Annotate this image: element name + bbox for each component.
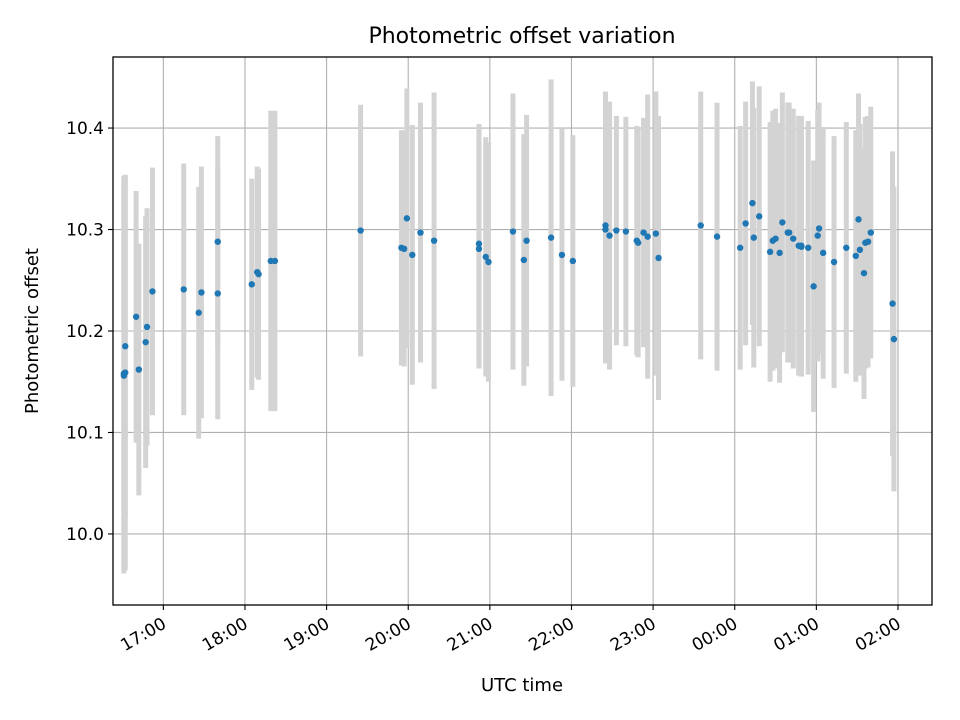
data-point xyxy=(613,227,620,234)
data-point xyxy=(198,289,205,296)
data-point xyxy=(523,237,530,244)
data-points xyxy=(120,199,898,379)
y-tick-label: 10.2 xyxy=(66,322,104,342)
data-point xyxy=(785,229,793,236)
data-point xyxy=(766,248,774,256)
data-point xyxy=(509,228,517,235)
data-point xyxy=(742,220,749,227)
data-point xyxy=(122,369,129,376)
data-point xyxy=(860,269,868,277)
data-point xyxy=(520,256,528,264)
data-point xyxy=(855,216,862,223)
y-tick-label: 10.4 xyxy=(66,119,104,139)
data-point xyxy=(143,323,151,331)
y-axis-ticks: 10.0 10.1 10.2 10.3 10.4 xyxy=(66,119,113,545)
data-point xyxy=(255,270,262,278)
y-tick-label: 10.0 xyxy=(66,525,104,545)
data-point xyxy=(804,244,812,251)
data-point xyxy=(798,243,805,250)
data-point xyxy=(776,249,783,257)
data-point xyxy=(843,244,850,251)
data-point xyxy=(819,249,827,257)
data-point xyxy=(569,257,577,265)
data-point xyxy=(697,222,704,229)
data-point xyxy=(482,253,489,261)
y-tick-label: 10.3 xyxy=(66,221,104,241)
data-point xyxy=(749,199,756,207)
data-point xyxy=(772,235,779,242)
data-point xyxy=(430,237,438,244)
data-point xyxy=(713,233,721,240)
data-point xyxy=(417,229,424,236)
data-point xyxy=(867,229,874,236)
data-point xyxy=(779,219,786,226)
data-point xyxy=(655,254,662,262)
data-point xyxy=(357,227,364,234)
data-point xyxy=(756,213,763,220)
data-point xyxy=(790,235,797,242)
data-point xyxy=(214,238,221,245)
data-point xyxy=(602,226,609,233)
data-point xyxy=(736,244,744,251)
data-point xyxy=(852,252,860,260)
data-point xyxy=(634,239,642,246)
data-point xyxy=(889,300,896,307)
data-point xyxy=(214,290,221,297)
data-point xyxy=(132,313,140,320)
data-point xyxy=(606,232,613,239)
data-point xyxy=(558,251,566,259)
data-point xyxy=(409,251,416,259)
data-point xyxy=(547,234,555,241)
data-point xyxy=(248,281,255,288)
data-point xyxy=(644,233,651,240)
data-point xyxy=(652,230,660,237)
data-point xyxy=(830,258,838,266)
data-point xyxy=(485,258,492,266)
data-point xyxy=(122,343,129,350)
data-point xyxy=(815,225,823,232)
data-point xyxy=(890,335,898,343)
data-point xyxy=(135,366,143,373)
x-axis-label: UTC time xyxy=(481,675,563,696)
data-point xyxy=(195,309,202,316)
data-point xyxy=(750,234,757,241)
data-point xyxy=(403,215,411,222)
data-point xyxy=(640,229,647,236)
y-tick-label: 10.1 xyxy=(66,423,104,443)
data-point xyxy=(622,228,630,235)
data-point xyxy=(149,288,156,295)
data-point xyxy=(142,338,149,346)
y-axis-label: Photometric offset xyxy=(22,248,43,414)
data-point xyxy=(180,286,187,293)
data-point xyxy=(810,283,817,290)
data-point xyxy=(475,245,483,252)
data-point xyxy=(814,232,821,239)
data-point xyxy=(271,257,279,265)
data-point xyxy=(400,245,408,252)
data-point xyxy=(864,238,872,245)
data-point xyxy=(475,240,483,247)
data-point xyxy=(856,246,864,254)
chart-title: Photometric offset variation xyxy=(368,24,675,49)
